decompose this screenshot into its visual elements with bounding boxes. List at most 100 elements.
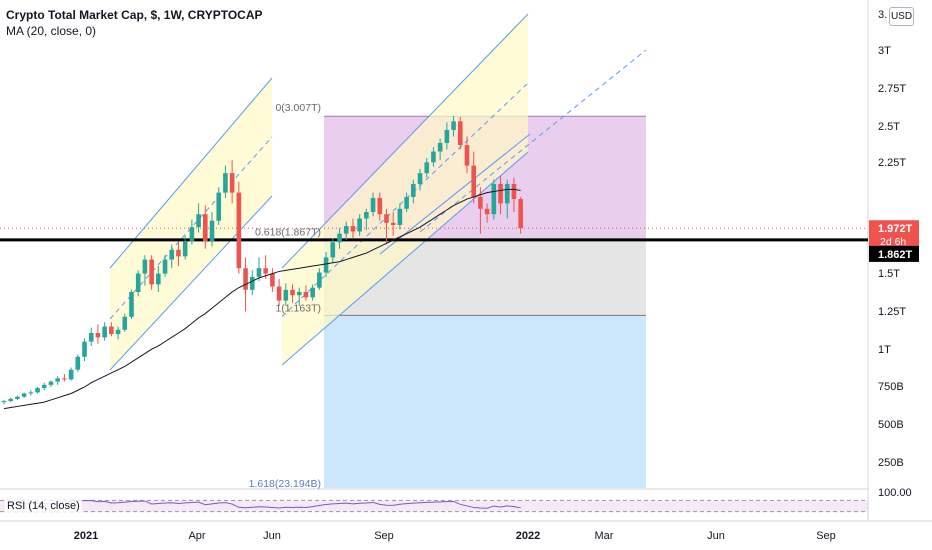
candle	[82, 338, 87, 362]
candle	[15, 395, 20, 400]
candle-body	[122, 316, 128, 330]
candle-body	[41, 384, 47, 389]
price-tick-label: 3.	[878, 9, 887, 21]
candle-body	[417, 173, 423, 184]
candle	[1, 399, 7, 405]
candle	[209, 212, 215, 247]
candle	[216, 187, 222, 225]
drawings	[0, 13, 868, 488]
candle	[377, 192, 383, 221]
candle-body	[149, 259, 154, 285]
candle-body	[498, 183, 503, 204]
candle-body	[330, 242, 336, 258]
candle	[310, 284, 315, 301]
ma-line	[3, 188, 521, 410]
candle-body	[457, 121, 463, 146]
candle	[169, 244, 175, 269]
candle	[511, 177, 517, 213]
candle	[41, 382, 47, 391]
candle-body	[249, 276, 255, 290]
candle	[48, 380, 54, 387]
price-tick-label: 750B	[878, 381, 904, 393]
candle	[471, 151, 476, 204]
candle	[176, 241, 181, 267]
candle	[364, 208, 369, 231]
price-tick-label: 100.00	[878, 487, 912, 499]
candle	[404, 192, 409, 213]
price-tick-label: 1.25T	[878, 306, 906, 318]
candle	[350, 218, 356, 238]
candle-body	[384, 214, 389, 223]
time-axis[interactable]: 2021 Apr Jun Sep 2022 Mar Jun Sep	[74, 530, 836, 542]
candle-body	[35, 388, 40, 393]
candle-body	[156, 273, 161, 285]
candle	[303, 285, 309, 301]
candle	[68, 367, 74, 381]
candle-body	[189, 227, 195, 242]
candle-body	[209, 220, 215, 242]
candle	[102, 322, 107, 341]
candle	[357, 214, 362, 236]
drawing-labels: 0(3.007T) 0.618(1.867T) 1(1.163T) 1.618(23.…	[249, 102, 321, 490]
candle	[317, 268, 322, 290]
time-tick-label: Sep	[816, 530, 836, 542]
candle-body	[464, 145, 470, 166]
candle	[270, 268, 275, 292]
rsi-band	[0, 500, 868, 512]
candle	[75, 354, 81, 372]
candle	[431, 147, 436, 167]
candle-body	[196, 214, 201, 228]
rsi-indicator-label[interactable]: RSI (14, close)	[5, 500, 82, 512]
currency-badge[interactable]: USD	[889, 7, 914, 26]
candle-body	[15, 396, 20, 399]
candle	[451, 115, 456, 137]
price-tick-label: 3T	[878, 45, 891, 57]
candle-body	[478, 196, 483, 209]
candle	[397, 203, 403, 230]
candle	[417, 168, 423, 191]
candle	[498, 176, 503, 215]
symbol-title[interactable]: Crypto Total Market Cap, $, 1W, CRYPTOCA…	[6, 8, 263, 22]
candle-body	[303, 291, 309, 298]
trend-extension	[419, 49, 647, 233]
candle	[491, 179, 497, 220]
price-axis[interactable]: 3. 3T 2.75T 2.5T 2.25T 1.5T 1.25T 1T 750B 500B 250…	[869, 0, 932, 520]
rsi-pane	[0, 499, 868, 513]
candle	[290, 284, 295, 303]
candle-body	[296, 291, 302, 296]
candle	[256, 257, 262, 282]
price-tick-label: 2.25T	[878, 157, 906, 169]
candle	[343, 221, 349, 241]
fib-label-0: 0(3.007T)	[275, 102, 321, 114]
ma-indicator-label[interactable]: MA (20, close, 0)	[6, 24, 97, 38]
candle	[62, 374, 67, 382]
fib-label-1: 1(1.163T)	[275, 302, 321, 314]
candle-body	[263, 268, 268, 274]
candle	[8, 397, 14, 403]
candle	[196, 203, 201, 233]
level-label: 1.862T	[878, 249, 913, 261]
candle-body	[357, 218, 362, 232]
candle-body	[270, 273, 275, 287]
candle-body	[48, 381, 54, 385]
candle	[95, 324, 101, 344]
candle-body	[390, 222, 396, 225]
countdown-label: 2d 6h	[880, 236, 906, 248]
fib-zone-bottom	[324, 315, 646, 488]
candle-body	[75, 356, 81, 370]
candle-body	[176, 249, 181, 257]
candle-body	[343, 226, 349, 234]
candle-body	[431, 151, 436, 163]
candle	[504, 179, 510, 219]
candle-body	[283, 289, 289, 301]
candle	[249, 270, 255, 296]
candle-body	[88, 333, 94, 342]
candle	[276, 279, 282, 306]
candle-body	[437, 142, 443, 152]
time-tick-label: Apr	[188, 530, 205, 542]
candle-body	[162, 259, 168, 274]
candle	[330, 237, 336, 263]
candle-body	[310, 287, 315, 298]
fib-label-1618: 1.618(23.194B)	[249, 478, 321, 490]
